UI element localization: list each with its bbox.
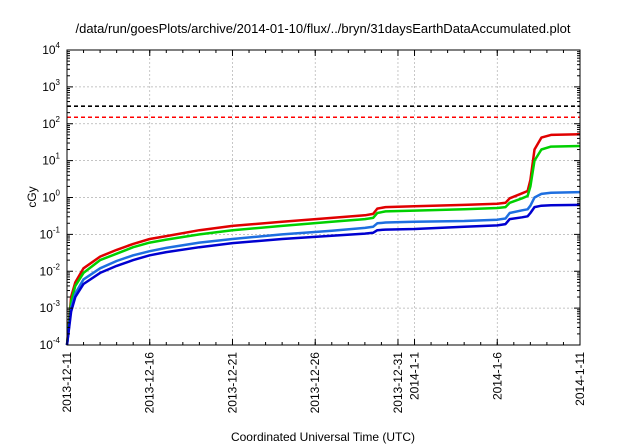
series-line — [65, 144, 581, 346]
x-tick-label: 2014-1-6 — [490, 352, 504, 400]
y-axis-label: cGy — [25, 186, 39, 207]
x-tick-label: 2014-1-1 — [408, 352, 422, 400]
y-tick-label: 104 — [42, 41, 60, 57]
x-tick-label: 2013-12-16 — [143, 352, 157, 414]
x-tick-label: 2014-1-11 — [573, 352, 587, 406]
y-tick-label: 10-4 — [40, 336, 61, 352]
x-axis-ticks: 2013-12-11 2013-12-16 2013-12-21 2013-12-26… — [60, 50, 587, 413]
y-tick-label: 103 — [42, 78, 60, 94]
chart-title: /data/run/goesPlots/archive/2014-01-10/f… — [75, 21, 570, 36]
series-line — [65, 203, 581, 346]
y-tick-label: 101 — [42, 152, 60, 168]
x-axis-label: Coordinated Universal Time (UTC) — [231, 430, 415, 444]
y-tick-label: 10-2 — [40, 262, 61, 278]
reference-lines — [67, 105, 580, 119]
data-series — [65, 132, 581, 346]
x-tick-label: 2013-12-31 — [391, 352, 405, 414]
series-line — [65, 132, 581, 346]
series-line — [65, 190, 581, 346]
y-tick-label: 102 — [42, 115, 60, 131]
grid — [67, 50, 580, 345]
y-tick-label: 10-3 — [40, 299, 61, 315]
y-tick-label: 100 — [42, 189, 60, 205]
y-axis-ticks: 10-4 10-3 10-2 10-1 100 101 102 103 104 — [40, 41, 580, 352]
x-tick-label: 2013-12-11 — [60, 352, 74, 413]
y-tick-label: 10-1 — [40, 225, 61, 241]
x-tick-label: 2013-12-26 — [308, 352, 322, 414]
x-tick-label: 2013-12-21 — [225, 352, 239, 414]
